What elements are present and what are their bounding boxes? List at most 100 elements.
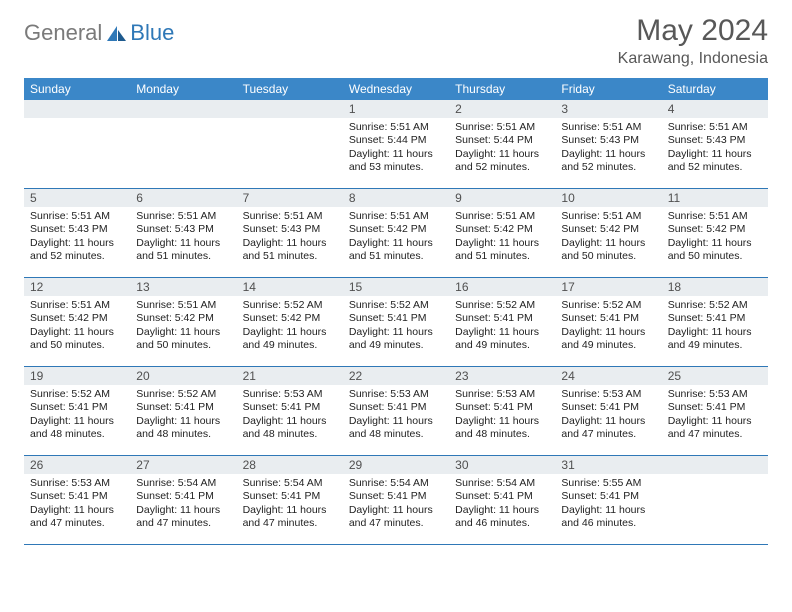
day-number	[662, 456, 768, 474]
day-cell: 22Sunrise: 5:53 AMSunset: 5:41 PMDayligh…	[343, 367, 449, 455]
sunrise-text: Sunrise: 5:52 AM	[349, 299, 443, 312]
day-cell: 16Sunrise: 5:52 AMSunset: 5:41 PMDayligh…	[449, 278, 555, 366]
day-cell: 29Sunrise: 5:54 AMSunset: 5:41 PMDayligh…	[343, 456, 449, 544]
sunrise-text: Sunrise: 5:53 AM	[349, 388, 443, 401]
sunrise-text: Sunrise: 5:52 AM	[455, 299, 549, 312]
logo: General Blue	[24, 14, 174, 46]
sunset-text: Sunset: 5:42 PM	[668, 223, 762, 236]
sunset-text: Sunset: 5:41 PM	[349, 401, 443, 414]
day-body: Sunrise: 5:55 AMSunset: 5:41 PMDaylight:…	[555, 474, 661, 535]
daylight-text: Daylight: 11 hours and 51 minutes.	[243, 237, 337, 264]
sunrise-text: Sunrise: 5:51 AM	[349, 210, 443, 223]
sunset-text: Sunset: 5:42 PM	[455, 223, 549, 236]
daylight-text: Daylight: 11 hours and 50 minutes.	[136, 326, 230, 353]
day-body: Sunrise: 5:52 AMSunset: 5:41 PMDaylight:…	[24, 385, 130, 446]
day-number: 8	[343, 189, 449, 207]
daylight-text: Daylight: 11 hours and 47 minutes.	[668, 415, 762, 442]
weekday-header: Tuesday	[237, 78, 343, 100]
day-cell: 2Sunrise: 5:51 AMSunset: 5:44 PMDaylight…	[449, 100, 555, 188]
sunrise-text: Sunrise: 5:52 AM	[561, 299, 655, 312]
weekday-header: Sunday	[24, 78, 130, 100]
day-number: 2	[449, 100, 555, 118]
day-body: Sunrise: 5:52 AMSunset: 5:41 PMDaylight:…	[662, 296, 768, 357]
day-number: 6	[130, 189, 236, 207]
day-cell: 4Sunrise: 5:51 AMSunset: 5:43 PMDaylight…	[662, 100, 768, 188]
day-number: 1	[343, 100, 449, 118]
day-cell: 9Sunrise: 5:51 AMSunset: 5:42 PMDaylight…	[449, 189, 555, 277]
day-body: Sunrise: 5:52 AMSunset: 5:41 PMDaylight:…	[130, 385, 236, 446]
daylight-text: Daylight: 11 hours and 50 minutes.	[668, 237, 762, 264]
day-cell	[662, 456, 768, 544]
sunset-text: Sunset: 5:43 PM	[136, 223, 230, 236]
sunrise-text: Sunrise: 5:51 AM	[136, 210, 230, 223]
day-cell	[237, 100, 343, 188]
day-body: Sunrise: 5:51 AMSunset: 5:43 PMDaylight:…	[24, 207, 130, 268]
day-cell: 26Sunrise: 5:53 AMSunset: 5:41 PMDayligh…	[24, 456, 130, 544]
sunrise-text: Sunrise: 5:52 AM	[136, 388, 230, 401]
sunrise-text: Sunrise: 5:51 AM	[349, 121, 443, 134]
day-body: Sunrise: 5:53 AMSunset: 5:41 PMDaylight:…	[24, 474, 130, 535]
daylight-text: Daylight: 11 hours and 48 minutes.	[30, 415, 124, 442]
day-body: Sunrise: 5:54 AMSunset: 5:41 PMDaylight:…	[130, 474, 236, 535]
sunset-text: Sunset: 5:41 PM	[136, 490, 230, 503]
sunrise-text: Sunrise: 5:51 AM	[668, 121, 762, 134]
day-body: Sunrise: 5:51 AMSunset: 5:44 PMDaylight:…	[449, 118, 555, 179]
day-body: Sunrise: 5:54 AMSunset: 5:41 PMDaylight:…	[343, 474, 449, 535]
daylight-text: Daylight: 11 hours and 49 minutes.	[349, 326, 443, 353]
day-number: 19	[24, 367, 130, 385]
sunrise-text: Sunrise: 5:51 AM	[668, 210, 762, 223]
sunrise-text: Sunrise: 5:55 AM	[561, 477, 655, 490]
weekday-header-row: Sunday Monday Tuesday Wednesday Thursday…	[24, 78, 768, 100]
day-number: 28	[237, 456, 343, 474]
page-title: May 2024	[618, 14, 768, 48]
sunset-text: Sunset: 5:41 PM	[349, 490, 443, 503]
day-cell: 18Sunrise: 5:52 AMSunset: 5:41 PMDayligh…	[662, 278, 768, 366]
sunset-text: Sunset: 5:43 PM	[561, 134, 655, 147]
day-body: Sunrise: 5:51 AMSunset: 5:42 PMDaylight:…	[555, 207, 661, 268]
sunrise-text: Sunrise: 5:54 AM	[243, 477, 337, 490]
day-number: 18	[662, 278, 768, 296]
day-body: Sunrise: 5:51 AMSunset: 5:43 PMDaylight:…	[662, 118, 768, 179]
sunset-text: Sunset: 5:41 PM	[30, 401, 124, 414]
sunset-text: Sunset: 5:41 PM	[561, 312, 655, 325]
day-body: Sunrise: 5:51 AMSunset: 5:42 PMDaylight:…	[449, 207, 555, 268]
day-number: 10	[555, 189, 661, 207]
day-cell: 12Sunrise: 5:51 AMSunset: 5:42 PMDayligh…	[24, 278, 130, 366]
weekday-header: Saturday	[662, 78, 768, 100]
day-number: 25	[662, 367, 768, 385]
sunrise-text: Sunrise: 5:54 AM	[349, 477, 443, 490]
sunset-text: Sunset: 5:41 PM	[455, 490, 549, 503]
day-body: Sunrise: 5:51 AMSunset: 5:43 PMDaylight:…	[555, 118, 661, 179]
daylight-text: Daylight: 11 hours and 52 minutes.	[30, 237, 124, 264]
day-number: 9	[449, 189, 555, 207]
sunset-text: Sunset: 5:43 PM	[243, 223, 337, 236]
daylight-text: Daylight: 11 hours and 48 minutes.	[136, 415, 230, 442]
sunset-text: Sunset: 5:44 PM	[349, 134, 443, 147]
day-number	[24, 100, 130, 118]
day-body: Sunrise: 5:52 AMSunset: 5:41 PMDaylight:…	[343, 296, 449, 357]
sunset-text: Sunset: 5:41 PM	[243, 401, 337, 414]
day-number: 27	[130, 456, 236, 474]
sunrise-text: Sunrise: 5:54 AM	[136, 477, 230, 490]
sunset-text: Sunset: 5:41 PM	[455, 401, 549, 414]
day-number: 7	[237, 189, 343, 207]
sunset-text: Sunset: 5:41 PM	[561, 401, 655, 414]
logo-sail-icon	[106, 24, 128, 42]
day-number: 4	[662, 100, 768, 118]
day-cell: 28Sunrise: 5:54 AMSunset: 5:41 PMDayligh…	[237, 456, 343, 544]
sunrise-text: Sunrise: 5:51 AM	[30, 299, 124, 312]
sunset-text: Sunset: 5:42 PM	[136, 312, 230, 325]
daylight-text: Daylight: 11 hours and 49 minutes.	[455, 326, 549, 353]
daylight-text: Daylight: 11 hours and 48 minutes.	[349, 415, 443, 442]
logo-text-general: General	[24, 20, 102, 46]
day-cell: 20Sunrise: 5:52 AMSunset: 5:41 PMDayligh…	[130, 367, 236, 455]
week-row: 12Sunrise: 5:51 AMSunset: 5:42 PMDayligh…	[24, 278, 768, 367]
daylight-text: Daylight: 11 hours and 51 minutes.	[136, 237, 230, 264]
sunrise-text: Sunrise: 5:53 AM	[561, 388, 655, 401]
daylight-text: Daylight: 11 hours and 49 minutes.	[561, 326, 655, 353]
day-body: Sunrise: 5:53 AMSunset: 5:41 PMDaylight:…	[343, 385, 449, 446]
day-body: Sunrise: 5:54 AMSunset: 5:41 PMDaylight:…	[237, 474, 343, 535]
day-number: 16	[449, 278, 555, 296]
sunrise-text: Sunrise: 5:51 AM	[455, 210, 549, 223]
daylight-text: Daylight: 11 hours and 48 minutes.	[455, 415, 549, 442]
